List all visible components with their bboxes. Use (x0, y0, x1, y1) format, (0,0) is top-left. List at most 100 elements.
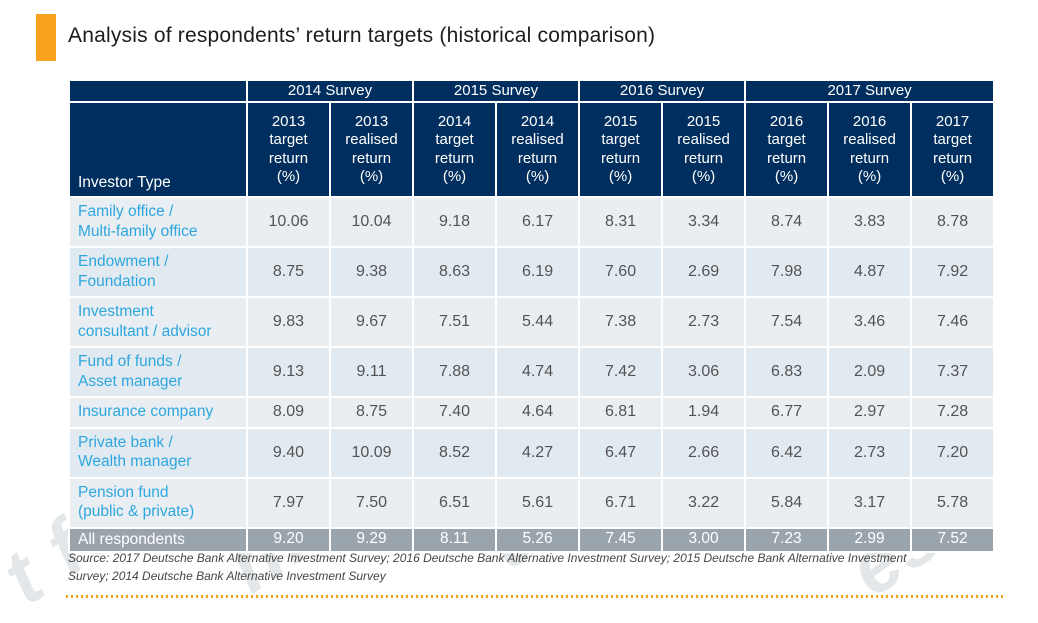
value-cell: 9.13 (246, 346, 331, 399)
value-cell: 8.63 (412, 246, 498, 299)
value-cell: 8.74 (744, 195, 830, 249)
survey-group-header-2014: 2014 Survey (245, 79, 415, 103)
column-header: 2014 target return (%) (412, 101, 498, 198)
value-cell: 6.17 (495, 195, 581, 249)
table-row: Fund of funds / Asset manager 9.13 9.11 7.8… (68, 346, 996, 399)
value-cell: 2.99 (827, 526, 913, 554)
survey-group-row: 2014 Survey 2015 Survey 2016 Survey 2017… (68, 79, 996, 103)
value-cell: 8.31 (578, 195, 664, 249)
value-cell: 8.78 (910, 195, 996, 249)
survey-group-header-2015: 2015 Survey (412, 79, 581, 103)
value-cell: 1.94 (661, 396, 747, 429)
table-row: Family office / Multi-family office 10.06… (68, 195, 996, 249)
value-cell: 4.64 (495, 396, 581, 429)
column-header: 2016 target return (%) (744, 101, 830, 198)
value-cell: 6.77 (744, 396, 830, 429)
value-cell: 5.44 (495, 296, 581, 349)
table-row: Private bank / Wealth manager 9.40 10.09 8.… (68, 426, 996, 479)
value-cell: 3.34 (661, 195, 747, 249)
table-body: Family office / Multi-family office 10.06… (68, 195, 996, 554)
value-cell: 6.19 (495, 246, 581, 299)
title-accent-bar (36, 14, 56, 61)
value-cell: 5.78 (910, 476, 996, 529)
value-cell: 3.46 (827, 296, 913, 349)
value-cell: 2.97 (827, 396, 913, 429)
value-cell: 9.29 (328, 526, 415, 554)
value-cell: 8.52 (412, 426, 498, 479)
value-cell: 2.66 (661, 426, 747, 479)
value-cell: 6.83 (744, 346, 830, 399)
value-cell: 3.83 (827, 195, 913, 249)
value-cell: 7.50 (328, 476, 415, 529)
value-cell: 6.42 (744, 426, 830, 479)
value-cell: 7.38 (578, 296, 664, 349)
value-cell: 2.73 (661, 296, 747, 349)
value-cell: 7.20 (910, 426, 996, 479)
value-cell: 7.51 (412, 296, 498, 349)
column-header: 2014 realised return (%) (495, 101, 581, 198)
survey-group-spacer (68, 79, 248, 103)
value-cell: 5.26 (495, 526, 581, 554)
value-cell: 6.81 (578, 396, 664, 429)
row-label: All respondents (68, 526, 248, 554)
value-cell: 7.23 (744, 526, 830, 554)
value-cell: 6.71 (578, 476, 664, 529)
value-cell: 7.46 (910, 296, 996, 349)
table-row: Investment consultant / advisor 9.83 9.67 7… (68, 296, 996, 349)
page-title: Analysis of respondents’ return targets … (68, 24, 656, 47)
value-cell: 4.74 (495, 346, 581, 399)
column-header: 2015 realised return (%) (661, 101, 747, 198)
row-label: Fund of funds / Asset manager (68, 346, 248, 399)
row-label: Investment consultant / advisor (68, 296, 248, 349)
row-label: Pension fund (public & private) (68, 476, 248, 529)
value-cell: 7.37 (910, 346, 996, 399)
value-cell: 10.06 (246, 195, 331, 249)
value-cell: 8.11 (412, 526, 498, 554)
value-cell: 3.17 (827, 476, 913, 529)
value-cell: 7.92 (910, 246, 996, 299)
value-cell: 6.51 (412, 476, 498, 529)
value-cell: 5.84 (744, 476, 830, 529)
value-cell: 4.87 (827, 246, 913, 299)
column-header: 2017 target return (%) (910, 101, 996, 198)
table-row: Pension fund (public & private) 7.97 7.50 6… (68, 476, 996, 529)
value-cell: 2.69 (661, 246, 747, 299)
value-cell: 4.27 (495, 426, 581, 479)
value-cell: 9.83 (246, 296, 331, 349)
value-cell: 8.75 (246, 246, 331, 299)
value-cell: 7.42 (578, 346, 664, 399)
value-cell: 7.28 (910, 396, 996, 429)
value-cell: 3.22 (661, 476, 747, 529)
value-cell: 7.40 (412, 396, 498, 429)
value-cell: 7.98 (744, 246, 830, 299)
value-cell: 6.47 (578, 426, 664, 479)
value-cell: 7.45 (578, 526, 664, 554)
column-header-row: Investor Type 2013 target return (%) 201… (68, 101, 996, 198)
row-label: Insurance company (68, 396, 248, 429)
value-cell: 7.52 (910, 526, 996, 554)
row-label: Private bank / Wealth manager (68, 426, 248, 479)
value-cell: 7.54 (744, 296, 830, 349)
column-header: 2013 realised return (%) (328, 101, 415, 198)
value-cell: 8.09 (246, 396, 331, 429)
table-row: Insurance company 8.09 8.75 7.40 4.64 6.81 1.9… (68, 396, 996, 429)
row-label: Family office / Multi-family office (68, 195, 248, 249)
value-cell: 9.38 (328, 246, 415, 299)
value-cell: 9.67 (328, 296, 415, 349)
investor-type-header: Investor Type (68, 101, 248, 198)
source-note: Source: 2017 Deutsche Bank Alternative I… (68, 551, 907, 583)
value-cell: 8.75 (328, 396, 415, 429)
value-cell: 7.60 (578, 246, 664, 299)
value-cell: 9.18 (412, 195, 498, 249)
value-cell: 7.88 (412, 346, 498, 399)
value-cell: 2.73 (827, 426, 913, 479)
value-cell: 7.97 (246, 476, 331, 529)
value-cell: 10.04 (328, 195, 415, 249)
value-cell: 9.40 (246, 426, 331, 479)
dotted-divider (66, 595, 1004, 598)
value-cell: 3.00 (661, 526, 747, 554)
value-cell: 9.11 (328, 346, 415, 399)
row-label: Endowment / Foundation (68, 246, 248, 299)
value-cell: 10.09 (328, 426, 415, 479)
summary-row: All respondents 9.20 9.29 8.11 5.26 7.45 3.00 7… (68, 526, 996, 554)
